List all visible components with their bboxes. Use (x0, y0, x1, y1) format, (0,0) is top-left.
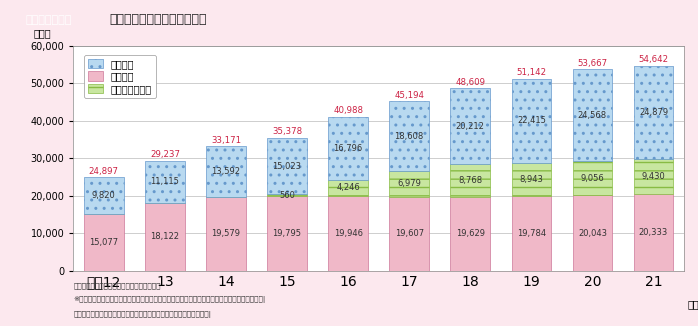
Bar (450, 164, 490, 197)
Text: 9,056: 9,056 (581, 174, 604, 183)
Text: 33,171: 33,171 (211, 136, 241, 145)
Bar (206, 146, 246, 197)
Text: 24,568: 24,568 (578, 111, 607, 120)
Text: 20,212: 20,212 (456, 122, 484, 131)
Text: 18,122: 18,122 (150, 232, 179, 241)
Text: 560: 560 (279, 191, 295, 200)
Text: 19,795: 19,795 (272, 229, 302, 238)
Text: 11,115: 11,115 (151, 177, 179, 186)
Text: 18,608: 18,608 (394, 131, 424, 141)
Bar (389, 197, 429, 271)
Text: 博士課程｜博士後期課程（医・歯学及び獣医学の博士課程を含む）|: 博士課程｜博士後期課程（医・歯学及び獣医学の博士課程を含む）| (73, 311, 211, 318)
Text: 24,879: 24,879 (639, 108, 668, 117)
Bar (389, 101, 429, 171)
Bar (84, 177, 124, 214)
Text: 資料：学校基本調査（各年度５月１日現在）: 資料：学校基本調査（各年度５月１日現在） (73, 282, 161, 289)
Text: 4,246: 4,246 (336, 183, 360, 192)
Text: 29,237: 29,237 (150, 151, 180, 159)
Text: 9,430: 9,430 (641, 172, 665, 181)
Text: 16,796: 16,796 (334, 144, 363, 153)
Bar (450, 88, 490, 164)
Text: 19,579: 19,579 (211, 230, 241, 238)
Text: ※修士課程｜修士課程及び博士前期課程（医・歯学及び獣医学を除く一貫制博士課程を含む。）|: ※修士課程｜修士課程及び博士前期課程（医・歯学及び獣医学を除く一貫制博士課程を含… (73, 296, 265, 303)
Legend: 博士課程, 修士課程, 専門職学位課程: 博士課程, 修士課程, 専門職学位課程 (84, 55, 156, 98)
Text: 9,820: 9,820 (92, 191, 116, 200)
Text: 35,378: 35,378 (272, 127, 302, 137)
Text: 45,194: 45,194 (394, 91, 424, 100)
Text: 8,768: 8,768 (458, 176, 482, 185)
Text: 22,415: 22,415 (517, 116, 546, 126)
Bar (206, 197, 246, 271)
Bar (145, 203, 185, 271)
Bar (328, 117, 368, 180)
Text: 40,988: 40,988 (333, 106, 363, 115)
Text: 19,784: 19,784 (517, 229, 546, 238)
Bar (634, 159, 674, 194)
Text: 24,897: 24,897 (89, 167, 119, 176)
Text: 51,142: 51,142 (517, 68, 547, 77)
Text: 15,077: 15,077 (89, 238, 119, 247)
Text: 6,979: 6,979 (397, 180, 421, 188)
Bar (267, 138, 307, 194)
Text: 48,609: 48,609 (455, 78, 485, 87)
Text: 19,946: 19,946 (334, 229, 363, 238)
Bar (572, 196, 612, 271)
Bar (634, 194, 674, 271)
Bar (572, 161, 612, 196)
Bar (572, 69, 612, 161)
Text: 19,629: 19,629 (456, 229, 485, 238)
Text: 大学院の社会人学生数の推移: 大学院の社会人学生数の推移 (110, 13, 207, 26)
Text: 19,607: 19,607 (394, 229, 424, 238)
Bar (450, 197, 490, 271)
Bar (84, 214, 124, 271)
Bar (512, 163, 551, 196)
Bar (328, 180, 368, 196)
Bar (512, 196, 551, 271)
Bar (328, 196, 368, 271)
Text: 13,592: 13,592 (211, 167, 241, 176)
Text: （年度）: （年度） (687, 299, 698, 309)
Bar (267, 194, 307, 196)
Bar (512, 79, 551, 163)
Text: 15,023: 15,023 (272, 162, 302, 170)
Text: 8,943: 8,943 (519, 175, 543, 184)
Text: 54,642: 54,642 (639, 55, 669, 64)
Text: 図２－３－１５: 図２－３－１５ (26, 15, 72, 24)
Bar (389, 171, 429, 197)
Text: 20,333: 20,333 (639, 228, 668, 237)
Text: 53,667: 53,667 (577, 59, 607, 68)
Bar (267, 196, 307, 271)
Text: 20,043: 20,043 (578, 229, 607, 238)
Text: （人）: （人） (34, 28, 51, 38)
Bar (634, 66, 674, 159)
Bar (145, 161, 185, 203)
